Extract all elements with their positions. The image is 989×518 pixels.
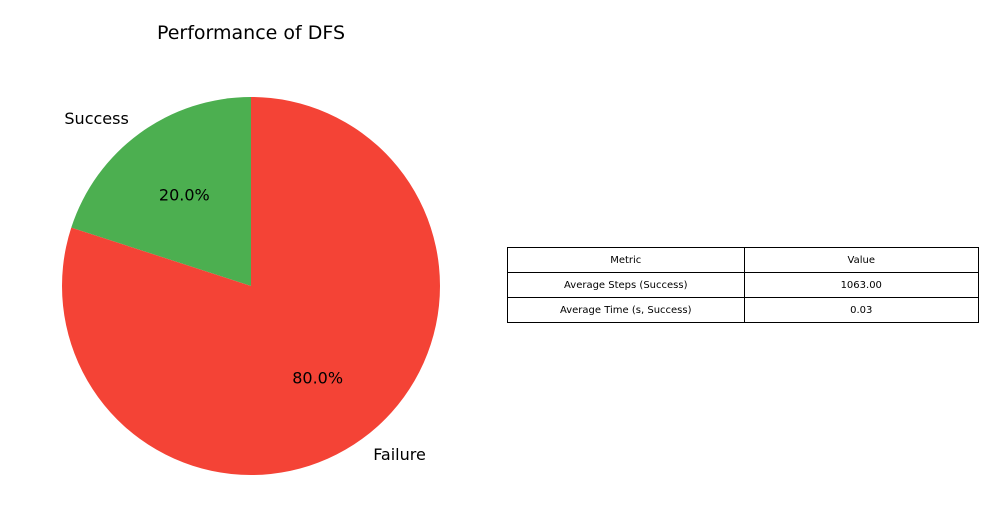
table-cell: 1063.00: [743, 272, 979, 298]
slice-label-failure: Failure: [373, 445, 426, 464]
pie-slice-success: [71, 97, 251, 286]
table-cell: Value: [743, 247, 979, 273]
table-cell: 0.03: [743, 297, 979, 323]
pie-labels: 20.0% Success 80.0% Failure: [64, 109, 425, 464]
pie-slice-failure: [62, 97, 440, 475]
table-row: Average Time (s, Success) 0.03: [507, 297, 979, 323]
table-row: Average Steps (Success) 1063.00: [507, 272, 979, 298]
pie-slices: [62, 97, 440, 475]
metrics-table: Metric Value Average Steps (Success) 1063.0…: [507, 247, 979, 323]
slice-label-success: Success: [64, 109, 128, 128]
pct-label-success: 20.0%: [159, 185, 210, 204]
table-cell: Average Steps (Success): [507, 272, 745, 298]
pct-label-failure: 80.0%: [292, 369, 343, 388]
chart-title: Performance of DFS: [157, 22, 345, 44]
table-header-row: Metric Value: [507, 247, 979, 273]
table-cell: Average Time (s, Success): [507, 297, 745, 323]
table-cell: Metric: [507, 247, 745, 273]
